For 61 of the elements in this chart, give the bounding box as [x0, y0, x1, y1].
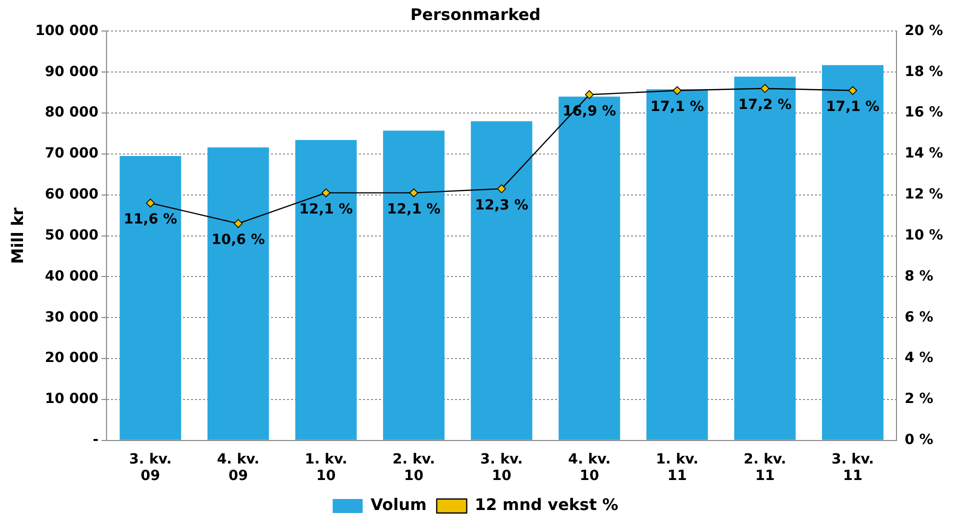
chart-title: Personmarked	[410, 4, 541, 24]
y-axis-title: Mill kr	[8, 207, 27, 264]
x-tick-label: 1. kv. 11	[656, 451, 698, 484]
point	[672, 86, 682, 95]
y2-tick-label: 4 %	[904, 350, 934, 366]
bar	[470, 121, 532, 440]
y-tick-label: -	[92, 432, 99, 448]
y-tick-label: 70 000	[44, 146, 99, 162]
y2-tick-label: 16 %	[904, 104, 944, 121]
legend-label: 12 mnd vekst %	[474, 495, 618, 514]
y2-tick-label: 14 %	[904, 146, 944, 162]
legend-label: Volum	[370, 495, 427, 514]
x-tick-label: 3. kv. 09	[129, 451, 172, 484]
x-tick-label: 4. kv. 10	[568, 451, 611, 484]
y2-tick-label: 2 %	[904, 391, 934, 408]
x-tick-label: 2. kv. 11	[744, 451, 786, 484]
x-tick-label: 1. kv. 10	[304, 451, 348, 484]
data-label: 12,1 %	[299, 201, 353, 218]
y-tick-label: 90 000	[44, 64, 99, 80]
data-label: 11,6 %	[124, 212, 178, 228]
y-tick-label: 50 000	[44, 227, 99, 244]
x-tick-label: 3. kv. 10	[480, 451, 523, 484]
point	[497, 184, 506, 194]
point	[234, 219, 243, 228]
data-label: 17,1 %	[650, 99, 704, 116]
point	[848, 86, 858, 95]
bar	[207, 147, 269, 440]
data-label: 17,2 %	[738, 97, 792, 114]
y2-tick-label: 20 %	[904, 22, 944, 39]
y2-tick-label: 6 %	[904, 309, 934, 326]
bar	[558, 96, 620, 440]
y-tick-label: 80 000	[44, 104, 99, 121]
bar	[383, 130, 445, 440]
y2-tick-label: 10 %	[904, 227, 944, 244]
y-tick-label: 40 000	[44, 268, 99, 284]
point	[409, 188, 418, 198]
y-tick-label: 100 000	[35, 22, 99, 39]
point	[322, 188, 330, 198]
y-tick-label: 20 000	[44, 350, 99, 366]
point	[146, 198, 155, 208]
bar	[295, 140, 357, 440]
point	[760, 84, 770, 93]
x-tick-label: 2. kv. 10	[392, 451, 436, 484]
x-tick-label: 3. kv. 11	[831, 451, 874, 484]
y2-tick-label: 8 %	[904, 268, 934, 284]
bar	[822, 65, 884, 440]
data-label: 10,6 %	[211, 232, 265, 248]
y2-tick-label: 12 %	[904, 186, 944, 203]
bar	[646, 89, 708, 440]
y-tick-label: 10 000	[44, 391, 99, 408]
data-label: 12,1 %	[387, 201, 441, 218]
data-label: 12,3 %	[474, 197, 528, 214]
y-tick-label: 60 000	[44, 186, 99, 203]
data-label: 17,1 %	[826, 99, 880, 116]
y2-tick-label: 18 %	[904, 64, 944, 80]
y2-tick-label: 0 %	[904, 432, 934, 448]
bar	[120, 156, 182, 440]
point	[584, 90, 594, 100]
x-tick-label: 4. kv. 09	[216, 451, 260, 484]
y-tick-label: 30 000	[44, 309, 99, 326]
bar	[734, 76, 796, 440]
